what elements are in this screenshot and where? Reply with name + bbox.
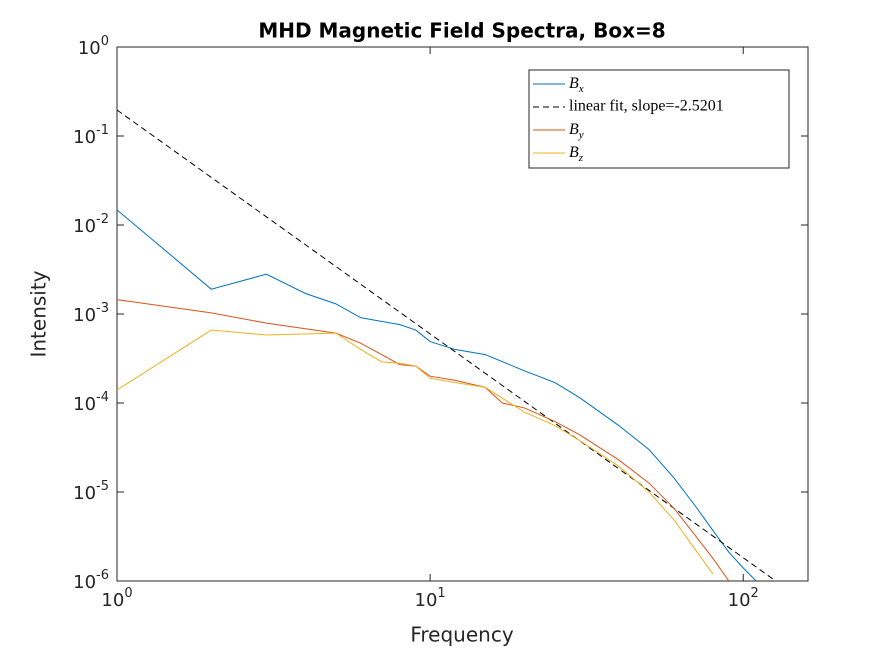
series-line [117,329,714,575]
y-tick-label: 10-6 [73,568,109,594]
x-tick-label: 101 [415,586,446,612]
x-tick-label: 100 [101,586,132,612]
y-tick-label: 10-1 [73,123,109,149]
y-tick-label: 10-2 [73,212,109,238]
series-line [117,209,757,581]
y-axis-label: Intensity [27,270,51,357]
x-axis-label: Frequency [410,623,513,647]
series-line [117,109,777,581]
y-tick-label: 10-4 [73,390,109,416]
x-tick-label: 102 [728,586,759,612]
legend-label: Bx [569,75,584,95]
y-tick-label: 10-5 [73,479,109,505]
legend-label: By [569,121,584,141]
legend-label: linear fit, slope=-2.5201 [569,98,724,115]
legend-box [528,69,790,169]
chart-title: MHD Magnetic Field Spectra, Box=8 [258,19,665,43]
y-tick-label: 100 [78,34,109,60]
plot-clip-group [117,109,777,581]
legend-label: Bz [569,144,584,164]
y-tick-label: 10-3 [73,301,109,327]
